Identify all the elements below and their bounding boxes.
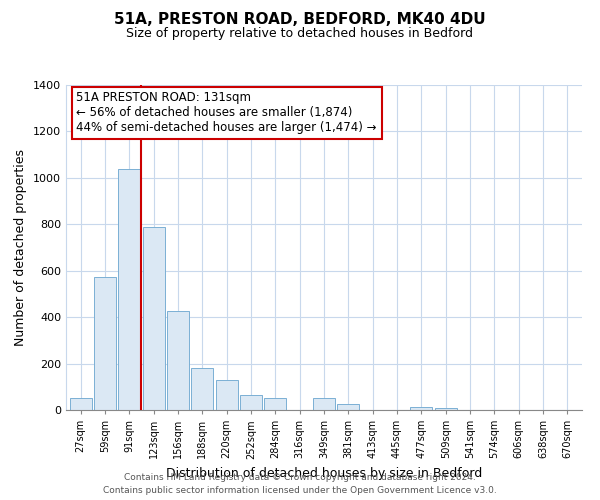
Text: 51A, PRESTON ROAD, BEDFORD, MK40 4DU: 51A, PRESTON ROAD, BEDFORD, MK40 4DU [114,12,486,28]
Bar [337,404,359,410]
Text: 51A PRESTON ROAD: 131sqm
← 56% of detached houses are smaller (1,874)
44% of sem: 51A PRESTON ROAD: 131sqm ← 56% of detach… [76,92,377,134]
X-axis label: Distribution of detached houses by size in Bedford: Distribution of detached houses by size … [166,467,482,480]
Bar [313,398,335,410]
Bar [118,168,140,410]
Bar [167,312,189,410]
Bar [70,398,92,410]
Bar [265,398,286,410]
Bar [143,226,164,410]
Text: Size of property relative to detached houses in Bedford: Size of property relative to detached ho… [127,28,473,40]
Bar [191,368,213,410]
Y-axis label: Number of detached properties: Number of detached properties [14,149,28,346]
Bar [215,380,238,410]
Text: Contains public sector information licensed under the Open Government Licence v3: Contains public sector information licen… [103,486,497,495]
Bar [410,406,433,410]
Bar [240,395,262,410]
Bar [94,276,116,410]
Text: Contains HM Land Registry data © Crown copyright and database right 2024.: Contains HM Land Registry data © Crown c… [124,474,476,482]
Bar [435,408,457,410]
